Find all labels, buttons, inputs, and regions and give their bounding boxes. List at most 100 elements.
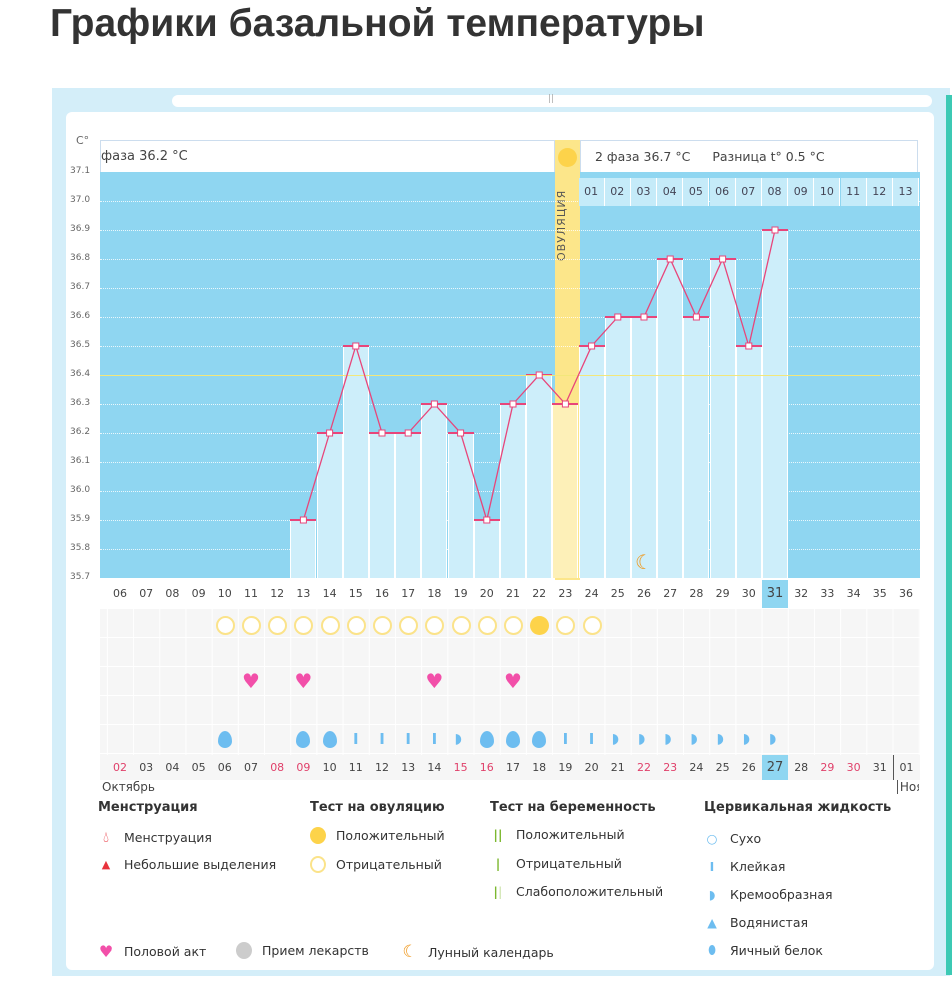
- scroll-grip-icon[interactable]: ||: [548, 94, 555, 104]
- ovulation-test-positive-icon[interactable]: [530, 616, 550, 635]
- date-label[interactable]: 12: [374, 761, 389, 774]
- cycle-day-label[interactable]: 05: [100, 580, 107, 608]
- creamy-icon[interactable]: ◗: [454, 731, 462, 747]
- cycle-day-label[interactable]: 15: [348, 587, 363, 600]
- date-label[interactable]: 15: [453, 761, 468, 774]
- date-label[interactable]: 04: [165, 761, 180, 774]
- date-label[interactable]: 02: [112, 761, 127, 774]
- temp-point[interactable]: [509, 400, 517, 408]
- ovulation-test-negative-icon[interactable]: [242, 616, 261, 635]
- date-label[interactable]: 20: [584, 761, 599, 774]
- ovulation-test-negative-icon[interactable]: [582, 616, 602, 635]
- heart-icon[interactable]: ♥: [504, 669, 522, 693]
- date-label[interactable]: 29: [820, 761, 835, 774]
- temp-point[interactable]: [378, 429, 386, 437]
- ovulation-test-negative-icon[interactable]: [346, 616, 366, 635]
- date-label[interactable]: 28: [794, 761, 809, 774]
- temp-point[interactable]: [719, 255, 727, 263]
- creamy-icon[interactable]: ◗: [638, 731, 646, 747]
- cycle-day-label[interactable]: 13: [296, 587, 311, 600]
- egg-white-icon[interactable]: [479, 731, 494, 748]
- date-label[interactable]: 05: [191, 761, 206, 774]
- date-label[interactable]: 19: [558, 761, 573, 774]
- sticky-icon[interactable]: I: [562, 730, 569, 748]
- cycle-day-label[interactable]: 31: [761, 580, 789, 608]
- date-label[interactable]: 07: [243, 761, 258, 774]
- creamy-icon[interactable]: ◗: [664, 731, 672, 747]
- temp-point[interactable]: [614, 313, 622, 321]
- ovulation-test-negative-icon[interactable]: [399, 616, 419, 635]
- temp-point[interactable]: [326, 429, 334, 437]
- egg-white-icon[interactable]: [217, 731, 232, 748]
- temp-point[interactable]: [561, 400, 569, 408]
- date-label[interactable]: 06: [217, 761, 232, 774]
- temp-point[interactable]: [666, 255, 674, 263]
- date-label[interactable]: 13: [401, 761, 416, 774]
- cycle-day-label[interactable]: 19: [453, 587, 468, 600]
- cycle-day-label[interactable]: 12: [270, 587, 285, 600]
- creamy-icon[interactable]: ◗: [611, 731, 620, 747]
- cycle-day-label[interactable]: 21: [505, 587, 520, 600]
- temp-point[interactable]: [640, 313, 648, 321]
- cycle-day-label[interactable]: 20: [479, 587, 494, 600]
- cycle-day-label[interactable]: 26: [636, 587, 651, 600]
- cycle-day-label[interactable]: 24: [584, 587, 599, 600]
- sticky-icon[interactable]: I: [588, 730, 595, 748]
- cycle-day-label[interactable]: 32: [794, 587, 809, 600]
- cycle-day-label[interactable]: 29: [715, 587, 730, 600]
- temp-point[interactable]: [299, 516, 307, 524]
- date-label[interactable]: 26: [741, 761, 756, 774]
- date-label[interactable]: 01: [892, 755, 919, 780]
- temp-point[interactable]: [352, 342, 360, 350]
- cycle-day-label[interactable]: 27: [663, 587, 678, 600]
- heart-icon[interactable]: ♥: [242, 669, 260, 693]
- cycle-day-label[interactable]: 09: [191, 587, 206, 600]
- heart-icon[interactable]: ♥: [425, 669, 444, 693]
- date-label[interactable]: 08: [270, 761, 285, 774]
- cycle-day-label[interactable]: 28: [689, 587, 704, 600]
- ovulation-test-negative-icon[interactable]: [215, 616, 235, 635]
- temp-point[interactable]: [404, 429, 412, 437]
- cycle-day-label[interactable]: 08: [165, 587, 180, 600]
- date-label[interactable]: 17: [505, 761, 520, 774]
- cycle-day-label[interactable]: 18: [427, 587, 442, 600]
- cycle-day-label[interactable]: 06: [112, 587, 127, 600]
- date-label[interactable]: 09: [296, 761, 311, 774]
- cycle-day-label[interactable]: 35: [872, 587, 887, 600]
- cycle-day-label[interactable]: 23: [558, 587, 573, 600]
- cycle-day-label[interactable]: 34: [846, 587, 861, 600]
- cycle-day-label[interactable]: 33: [820, 587, 835, 600]
- sticky-icon[interactable]: I: [431, 730, 438, 748]
- date-label[interactable]: 30: [846, 761, 861, 774]
- date-label[interactable]: 23: [663, 761, 678, 774]
- temp-point[interactable]: [692, 313, 700, 321]
- cycle-day-label[interactable]: 10: [217, 587, 232, 600]
- date-label[interactable]: 22: [636, 761, 651, 774]
- cycle-day-label[interactable]: 25: [610, 587, 625, 600]
- temp-point[interactable]: [745, 342, 753, 350]
- date-label[interactable]: 03: [139, 761, 154, 774]
- creamy-icon[interactable]: ◗: [690, 731, 698, 747]
- egg-white-icon[interactable]: [532, 731, 547, 748]
- date-label[interactable]: 31: [872, 761, 887, 774]
- heart-icon[interactable]: ♥: [294, 669, 313, 693]
- cycle-day-label[interactable]: 17: [401, 587, 416, 600]
- ovulation-test-negative-icon[interactable]: [556, 616, 576, 635]
- temp-point[interactable]: [535, 371, 543, 379]
- temp-point[interactable]: [771, 226, 779, 234]
- cycle-day-label[interactable]: 14: [322, 587, 337, 600]
- temp-point[interactable]: [430, 400, 438, 408]
- egg-white-icon[interactable]: [296, 731, 311, 748]
- cycle-day-label[interactable]: 07: [139, 587, 154, 600]
- ovulation-test-negative-icon[interactable]: [504, 616, 523, 635]
- sticky-icon[interactable]: I: [353, 730, 359, 748]
- cycle-day-label[interactable]: 22: [532, 587, 547, 600]
- ovulation-test-negative-icon[interactable]: [373, 616, 392, 635]
- ovulation-test-negative-icon[interactable]: [477, 616, 497, 635]
- ovulation-test-negative-icon[interactable]: [268, 616, 288, 635]
- temp-point[interactable]: [457, 429, 465, 437]
- date-label[interactable]: 16: [479, 761, 494, 774]
- ovulation-test-negative-icon[interactable]: [451, 616, 471, 635]
- sticky-icon[interactable]: I: [379, 730, 385, 748]
- date-label[interactable]: 11: [348, 761, 363, 774]
